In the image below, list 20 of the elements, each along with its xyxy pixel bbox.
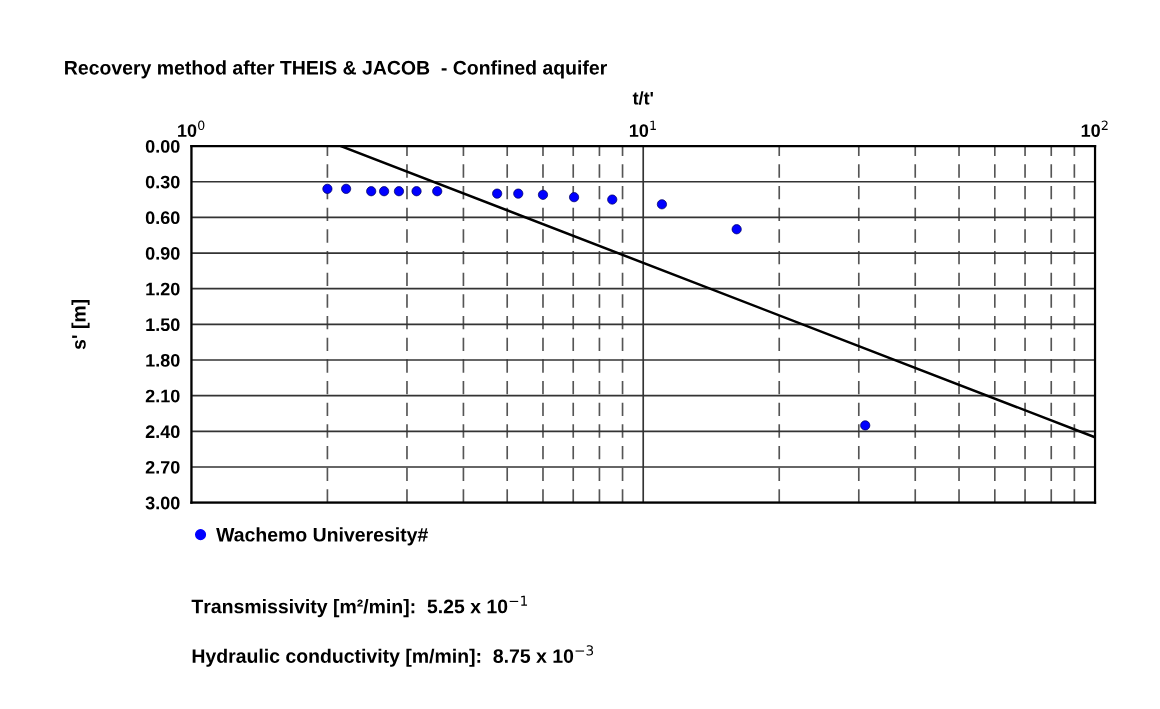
y-tick-label: 0.90: [145, 246, 180, 260]
legend-label: Wachemo Univeresity#: [216, 527, 428, 546]
x-axis-title: t/t': [632, 91, 653, 105]
y-tick-label: 2.10: [145, 389, 180, 403]
x-tick-label: 10$^{1}$: [629, 120, 656, 138]
text: Hydraulic conductivity [m/min]: 8.75 x 10$^{−3}$: [192, 645, 594, 667]
y-tick-label: 1.50: [146, 318, 180, 332]
y-tick-label: 0.60: [145, 211, 180, 225]
chart-title: Recovery method after THEIS & JACOB - Confined aquifer: [65, 60, 607, 79]
y-tick-label: 1.80: [146, 353, 180, 367]
y-axis-title: s' [m]: [71, 299, 90, 350]
text: Transmissivity [m²/min]: 5.25 x 10$^{−1}$: [191, 595, 528, 618]
y-tick-label: 3.00: [145, 496, 180, 510]
y-tick-label: 2.70: [145, 460, 180, 474]
y-tick-label: 0.00: [145, 139, 180, 153]
x-tick-label: 10$^{0}$: [178, 120, 205, 137]
y-tick-label: 0.30: [145, 175, 180, 189]
x-tick-label: 10$^{2}$: [1081, 120, 1108, 137]
y-tick-label: 2.40: [145, 425, 180, 439]
y-tick-label: 1.20: [146, 282, 180, 296]
